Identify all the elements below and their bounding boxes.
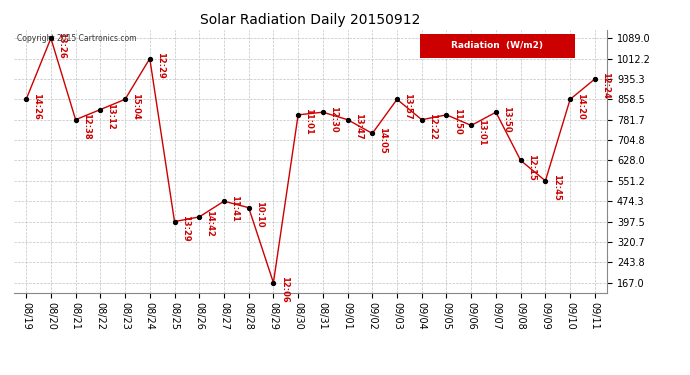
- Text: 15:04: 15:04: [131, 93, 140, 120]
- Title: Solar Radiation Daily 20150912: Solar Radiation Daily 20150912: [200, 13, 421, 27]
- Point: [367, 130, 378, 136]
- Text: 11:01: 11:01: [304, 108, 313, 135]
- Point: [441, 112, 452, 118]
- Text: 14:42: 14:42: [206, 210, 215, 237]
- Point: [268, 280, 279, 286]
- Point: [491, 109, 502, 115]
- Text: 12:38: 12:38: [82, 113, 91, 140]
- Text: 13:01: 13:01: [477, 119, 486, 146]
- Point: [466, 123, 477, 129]
- Point: [46, 35, 57, 41]
- Text: 13:57: 13:57: [403, 93, 412, 119]
- Point: [119, 96, 130, 102]
- Point: [589, 76, 600, 82]
- Text: 11:41: 11:41: [230, 195, 239, 222]
- Point: [95, 106, 106, 112]
- Text: 13:47: 13:47: [354, 113, 363, 140]
- Point: [540, 178, 551, 184]
- Point: [342, 117, 353, 123]
- Point: [243, 205, 254, 211]
- Text: 13:29: 13:29: [181, 215, 190, 242]
- Text: 12:06: 12:06: [279, 276, 288, 303]
- Text: 11:50: 11:50: [453, 108, 462, 135]
- Text: 12:29: 12:29: [156, 52, 165, 79]
- Point: [317, 109, 328, 115]
- Point: [391, 96, 402, 102]
- Text: 12:45: 12:45: [551, 174, 560, 201]
- Text: 12:24: 12:24: [601, 72, 610, 99]
- Point: [416, 117, 427, 123]
- Text: 14:05: 14:05: [379, 127, 388, 153]
- Point: [70, 117, 81, 123]
- Text: Copyright 2015 Cartronics.com: Copyright 2015 Cartronics.com: [17, 34, 136, 43]
- Text: 13:26: 13:26: [57, 32, 66, 58]
- Point: [219, 198, 230, 204]
- Text: 14:20: 14:20: [576, 93, 585, 120]
- Point: [293, 112, 304, 118]
- Point: [144, 56, 155, 62]
- Point: [21, 96, 32, 102]
- Text: 12:30: 12:30: [329, 106, 338, 132]
- Point: [564, 96, 575, 102]
- Text: 10:10: 10:10: [255, 201, 264, 228]
- Text: 13:50: 13:50: [502, 106, 511, 132]
- Text: 13:12: 13:12: [106, 103, 115, 130]
- Text: 12:22: 12:22: [428, 113, 437, 140]
- Point: [194, 214, 205, 220]
- Point: [169, 219, 180, 225]
- Text: 12:15: 12:15: [527, 154, 536, 181]
- Text: 14:26: 14:26: [32, 93, 41, 120]
- Point: [515, 158, 526, 164]
